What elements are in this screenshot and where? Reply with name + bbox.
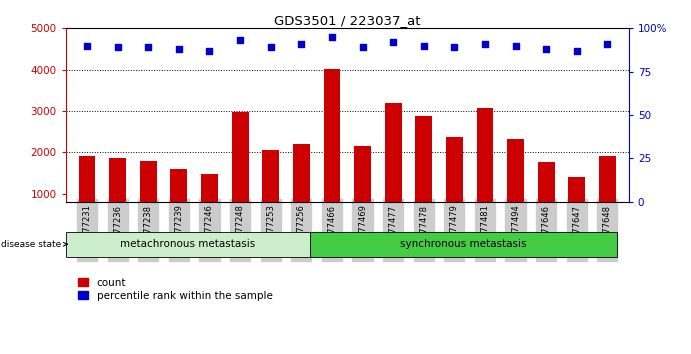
Point [173,46,184,52]
Bar [569,177,585,235]
Point [204,48,215,54]
Bar [79,156,95,235]
Point [571,48,583,54]
Point [480,41,491,47]
Bar [446,137,463,235]
Bar [109,159,126,235]
Legend: count, percentile rank within the sample: count, percentile rank within the sample [78,278,272,301]
Bar [171,169,187,235]
Bar [385,103,401,235]
Point [418,43,429,48]
Text: disease state: disease state [1,240,68,249]
Point [449,45,460,50]
Point [388,39,399,45]
Bar [66,232,310,257]
Bar [507,139,524,235]
Bar [415,116,432,235]
Bar [201,174,218,235]
Text: metachronous metastasis: metachronous metastasis [120,239,256,249]
Bar [354,146,371,235]
Bar [599,155,616,235]
Bar [310,232,616,257]
Bar [140,161,157,235]
Bar [477,108,493,235]
Point [540,46,551,52]
Point [296,41,307,47]
Point [602,41,613,47]
Bar [293,144,310,235]
Bar [538,162,555,235]
Point [357,45,368,50]
Point [143,45,154,50]
Bar [231,112,249,235]
Point [112,45,123,50]
Title: GDS3501 / 223037_at: GDS3501 / 223037_at [274,14,421,27]
Point [82,43,93,48]
Text: synchronous metastasis: synchronous metastasis [400,239,527,249]
Point [234,38,245,43]
Point [326,34,337,40]
Bar [263,150,279,235]
Point [510,43,521,48]
Point [265,45,276,50]
Bar [323,69,341,235]
